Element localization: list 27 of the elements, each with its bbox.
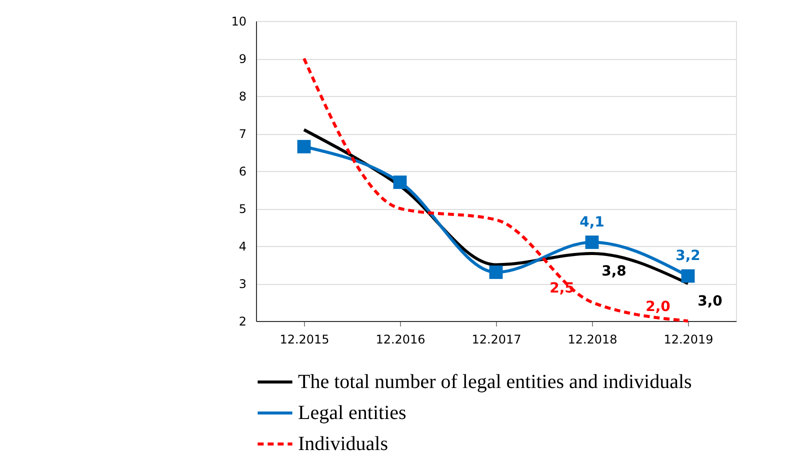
data-label: 3,0 <box>698 294 723 310</box>
legend-label: The total number of legal entities and individuals <box>298 371 692 393</box>
y-tick-label: 9 <box>238 52 246 66</box>
data-label: 3,2 <box>676 248 700 264</box>
x-tick-label: 12.2017 <box>472 332 522 346</box>
x-tick-label: 12.2018 <box>568 332 618 346</box>
y-tick-label: 7 <box>238 127 246 141</box>
y-tick-label: 10 <box>231 14 246 28</box>
y-tick-label: 4 <box>238 240 246 254</box>
x-tick-label: 12.2016 <box>376 332 426 346</box>
point <box>489 266 503 279</box>
x-tick-label: 12.2019 <box>664 332 714 346</box>
data-label: 4,1 <box>580 214 604 230</box>
x-tick-label: 12.2015 <box>280 332 330 346</box>
y-tick-label: 2 <box>238 314 246 328</box>
y-tick-label: 6 <box>238 164 246 178</box>
data-label: 3,8 <box>602 264 626 280</box>
point <box>297 140 311 154</box>
y-tick-label: 5 <box>238 202 246 216</box>
legend-label: Individuals <box>298 433 388 455</box>
legend-label: Legal entities <box>298 402 407 424</box>
y-tick-label: 3 <box>238 277 246 291</box>
y-tick-label: 8 <box>238 90 246 104</box>
point <box>585 236 599 249</box>
point <box>681 269 695 283</box>
data-label: 2,0 <box>646 299 671 315</box>
point <box>393 176 407 189</box>
